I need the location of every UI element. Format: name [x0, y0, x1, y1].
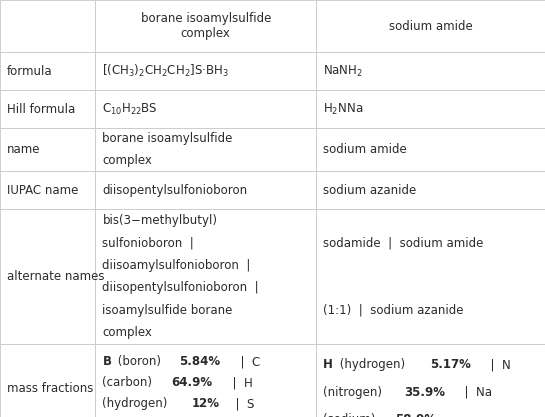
- Text: 12%: 12%: [192, 397, 220, 410]
- Text: sodamide  |  sodium amide: sodamide | sodium amide: [323, 236, 483, 249]
- Bar: [0, 209, 95, 344]
- Bar: [316, 171, 545, 209]
- Text: complex: complex: [102, 326, 152, 339]
- Text: sodium amide: sodium amide: [389, 20, 473, 33]
- Text: mass fractions: mass fractions: [7, 382, 93, 395]
- Bar: [95, 90, 316, 128]
- Bar: [0, 52, 95, 90]
- Text: 58.9%: 58.9%: [396, 413, 437, 417]
- Bar: [316, 0, 545, 52]
- Bar: [0, 171, 95, 209]
- Bar: [95, 128, 316, 171]
- Text: NaNH$_2$: NaNH$_2$: [323, 63, 363, 78]
- Bar: [0, 344, 95, 417]
- Bar: [95, 171, 316, 209]
- Text: |  N: | N: [483, 358, 510, 371]
- Bar: [0, 128, 95, 171]
- Text: |  S: | S: [228, 397, 254, 410]
- Bar: [95, 344, 316, 417]
- Bar: [316, 128, 545, 171]
- Bar: [95, 209, 316, 344]
- Text: (hydrogen): (hydrogen): [102, 397, 172, 410]
- Text: 5.17%: 5.17%: [430, 358, 471, 371]
- Text: isoamylsulfide borane: isoamylsulfide borane: [102, 304, 233, 317]
- Text: 35.9%: 35.9%: [404, 386, 445, 399]
- Bar: [316, 344, 545, 417]
- Text: IUPAC name: IUPAC name: [7, 183, 78, 196]
- Text: diisopentylsulfonioboron  |: diisopentylsulfonioboron |: [102, 281, 259, 294]
- Text: (sodium): (sodium): [323, 413, 379, 417]
- Text: |  H: | H: [225, 376, 252, 389]
- Text: B: B: [102, 355, 111, 368]
- Text: (boron): (boron): [114, 355, 165, 368]
- Text: C$_{10}$H$_{22}$BS: C$_{10}$H$_{22}$BS: [102, 101, 158, 116]
- Text: bis(3−methylbutyl): bis(3−methylbutyl): [102, 214, 217, 227]
- Text: H$_2$NNa: H$_2$NNa: [323, 101, 364, 116]
- Text: diisopentylsulfonioboron: diisopentylsulfonioboron: [102, 183, 247, 196]
- Text: (1:1)  |  sodium azanide: (1:1) | sodium azanide: [323, 304, 464, 317]
- Text: complex: complex: [102, 154, 152, 167]
- Text: name: name: [7, 143, 40, 156]
- Text: [(CH$_3$)$_2$CH$_2$CH$_2$]S·BH$_3$: [(CH$_3$)$_2$CH$_2$CH$_2$]S·BH$_3$: [102, 63, 229, 79]
- Bar: [95, 52, 316, 90]
- Text: 5.84%: 5.84%: [179, 355, 221, 368]
- Bar: [95, 0, 316, 52]
- Text: 64.9%: 64.9%: [172, 376, 213, 389]
- Text: borane isoamylsulfide: borane isoamylsulfide: [102, 132, 233, 145]
- Text: borane isoamylsulfide
complex: borane isoamylsulfide complex: [141, 12, 271, 40]
- Text: sodium amide: sodium amide: [323, 143, 407, 156]
- Text: sulfonioboron  |: sulfonioboron |: [102, 236, 194, 249]
- Text: Hill formula: Hill formula: [7, 103, 75, 116]
- Text: (carbon): (carbon): [102, 376, 156, 389]
- Text: (hydrogen): (hydrogen): [336, 358, 409, 371]
- Bar: [0, 90, 95, 128]
- Text: |  Na: | Na: [457, 386, 492, 399]
- Text: (nitrogen): (nitrogen): [323, 386, 386, 399]
- Bar: [316, 52, 545, 90]
- Text: sodium azanide: sodium azanide: [323, 183, 416, 196]
- Text: diisoamylsulfonioboron  |: diisoamylsulfonioboron |: [102, 259, 251, 272]
- Text: H: H: [323, 358, 333, 371]
- Bar: [316, 209, 545, 344]
- Text: |  C: | C: [233, 355, 260, 368]
- Text: alternate names: alternate names: [7, 270, 105, 283]
- Bar: [0, 0, 95, 52]
- Bar: [316, 90, 545, 128]
- Text: formula: formula: [7, 65, 53, 78]
